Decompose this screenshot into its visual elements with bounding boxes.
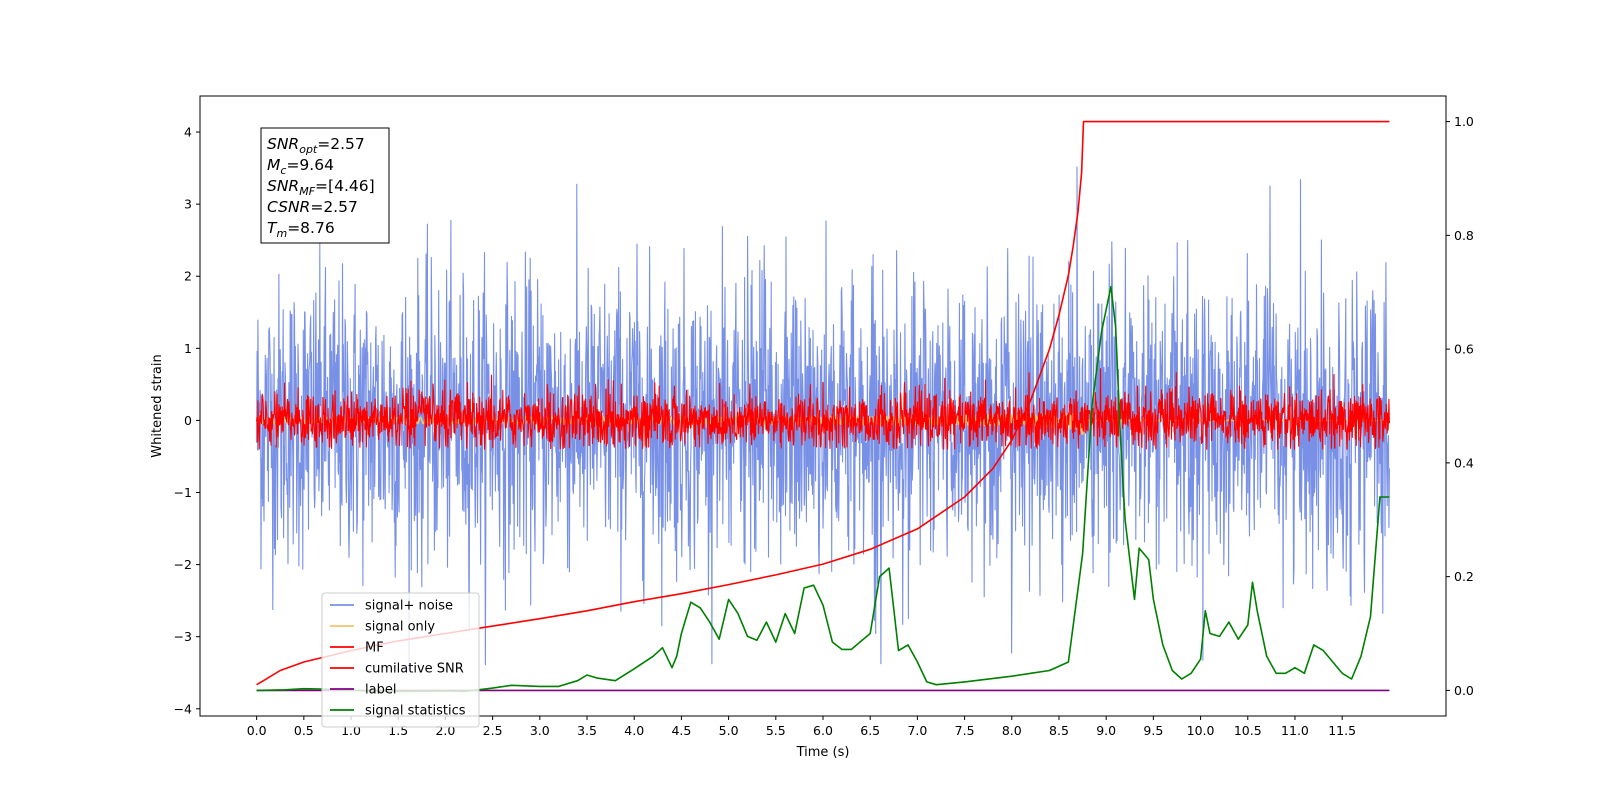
y-axis-left: −4 −3 −2 −1 0 1 2 3 4 xyxy=(174,125,200,716)
annotation-line: Mc=9.64 xyxy=(267,156,334,177)
x-tick-label: 7.0 xyxy=(907,723,927,738)
legend-entry-signal-only: signal only xyxy=(330,620,435,635)
y-tick-label: 3 xyxy=(184,197,192,212)
y-tick-label: −4 xyxy=(174,701,192,716)
y-axis-right: 0.0 0.2 0.4 0.6 0.8 1.0 xyxy=(1446,114,1474,698)
x-tick-label: 10.5 xyxy=(1234,723,1262,738)
x-tick-label: 11.0 xyxy=(1281,723,1309,738)
x-tick-label: 10.0 xyxy=(1187,723,1215,738)
y2-tick-label: 0.6 xyxy=(1454,342,1474,357)
legend: signal+ noise signal only MF cumilative SNR… xyxy=(321,592,480,728)
y-tick-label: −1 xyxy=(174,485,192,500)
signal-statistics-series xyxy=(256,285,1390,693)
x-tick-label: 7.5 xyxy=(955,723,975,738)
legend-box xyxy=(321,592,480,728)
legend-entry-signal-noise: signal+ noise xyxy=(330,599,453,614)
x-tick-label: 11.5 xyxy=(1328,723,1356,738)
legend-entry-signal-statistics: signal statistics xyxy=(330,704,466,719)
x-tick-label: 5.5 xyxy=(766,723,786,738)
x-axis-label: Time (s) xyxy=(796,745,850,760)
x-tick-label: 5.0 xyxy=(719,723,739,738)
y-tick-label: 0 xyxy=(184,413,192,428)
x-tick-label: 3.5 xyxy=(577,723,597,738)
y2-tick-label: 0.8 xyxy=(1454,228,1474,243)
legend-entry-label: label xyxy=(330,683,396,698)
x-tick-label: 3.0 xyxy=(530,723,550,738)
legend-label: signal+ noise xyxy=(365,599,453,614)
y2-tick-label: 1.0 xyxy=(1454,114,1474,129)
legend-label: MF xyxy=(365,641,384,656)
legend-label: label xyxy=(365,683,396,698)
y2-tick-label: 0.4 xyxy=(1454,455,1474,470)
y-tick-label: −3 xyxy=(174,629,192,644)
annotation-line: Tm=8.76 xyxy=(267,219,335,240)
mf-series xyxy=(256,368,1390,450)
x-tick-label: 4.5 xyxy=(671,723,691,738)
x-tick-label: 0.5 xyxy=(294,723,314,738)
x-tick-label: 9.5 xyxy=(1143,723,1163,738)
x-tick-label: 4.0 xyxy=(624,723,644,738)
legend-label: cumilative SNR xyxy=(365,662,464,677)
annotation-line: SNRopt=2.57 xyxy=(267,135,365,156)
x-tick-label: 8.5 xyxy=(1049,723,1069,738)
legend-label: signal statistics xyxy=(365,704,466,719)
y-tick-label: 4 xyxy=(184,125,192,140)
x-tick-label: 8.0 xyxy=(1002,723,1022,738)
y-tick-label: 2 xyxy=(184,269,192,284)
legend-entry-mf: MF xyxy=(330,641,384,656)
x-tick-label: 9.0 xyxy=(1096,723,1116,738)
y-axis-label: Whitened strain xyxy=(150,354,165,457)
legend-entry-cumilative-snr: cumilative SNR xyxy=(330,662,464,677)
y-tick-label: 1 xyxy=(184,341,192,356)
annotation-box xyxy=(260,127,390,244)
x-tick-label: 2.5 xyxy=(483,723,503,738)
y2-tick-label: 0.2 xyxy=(1454,569,1474,584)
annotation-line: SNRMF=[4.46] xyxy=(267,177,375,198)
x-tick-label: 6.5 xyxy=(860,723,880,738)
legend-label: signal only xyxy=(365,620,435,635)
x-tick-label: 0.0 xyxy=(247,723,267,738)
x-tick-label: 6.0 xyxy=(813,723,833,738)
y-tick-label: −2 xyxy=(174,557,192,572)
annotation-line: CSNR=2.57 xyxy=(267,198,358,216)
y2-tick-label: 0.0 xyxy=(1454,683,1474,698)
